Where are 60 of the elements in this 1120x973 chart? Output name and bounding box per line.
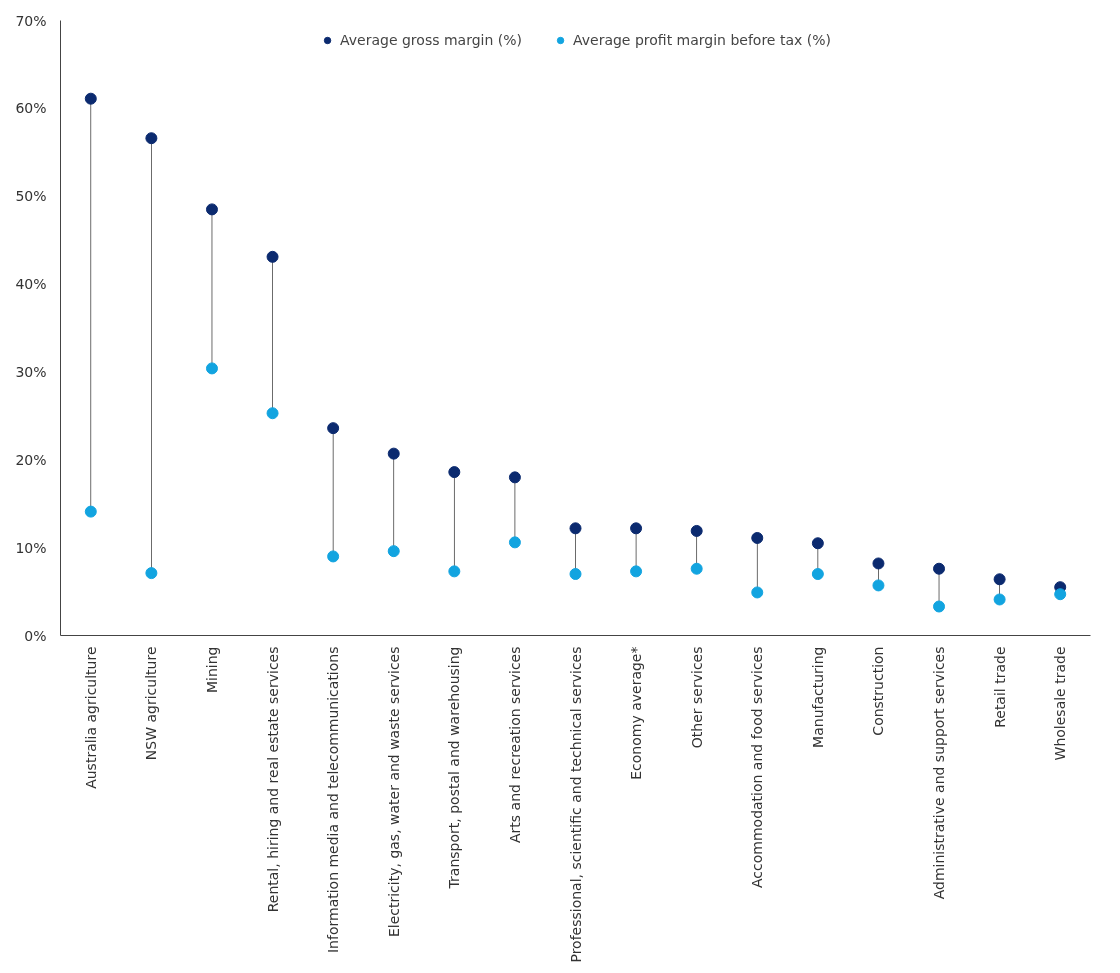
point [751, 531, 764, 544]
point [205, 203, 218, 216]
legend-label: Average profit margin before tax (%) [572, 32, 831, 48]
x-tick-label: Information media and telecommunications [325, 646, 342, 953]
x-tick-label: Economy average* [628, 646, 645, 780]
y-tick-label: 10% [15, 539, 47, 556]
x-tick-label: Electricity, gas, water and waste services [385, 646, 402, 938]
point [811, 537, 824, 550]
x-tick-label: Retail trade [991, 646, 1008, 728]
x-tick-label: Arts and recreation services [506, 646, 523, 843]
point [508, 536, 521, 549]
point [84, 505, 97, 518]
point [569, 522, 582, 535]
point [993, 593, 1006, 606]
point [872, 557, 885, 570]
y-tick-label: 70% [15, 12, 47, 29]
x-tick-label: Administrative and support services [931, 646, 948, 900]
x-tick-label: Accommodation and food services [749, 646, 766, 888]
point [933, 600, 946, 613]
point [448, 466, 461, 479]
x-tick-label: Transport, postal and warehousing [446, 646, 463, 890]
point [811, 568, 824, 580]
point [84, 92, 97, 105]
x-tick-label: Mining [203, 646, 220, 693]
x-tick-label: Manufacturing [809, 646, 826, 748]
y-tick-label: 20% [15, 451, 47, 468]
x-tick-label: Construction [870, 646, 887, 736]
point [266, 407, 279, 420]
point [630, 522, 643, 535]
point [145, 132, 158, 145]
y-tick-label: 30% [15, 363, 47, 380]
y-tick-label: 60% [15, 100, 47, 117]
point [569, 568, 582, 580]
point [933, 562, 946, 575]
x-tick-label: Australia agriculture [82, 646, 99, 789]
x-tick-label: NSW agriculture [143, 646, 160, 761]
point [1054, 588, 1067, 601]
point [751, 586, 764, 599]
y-tick-label: 40% [15, 276, 47, 293]
x-tick-label: Rental, hiring and real estate services [264, 646, 281, 913]
point [387, 447, 400, 460]
point [508, 471, 521, 484]
legend-label: Average gross margin (%) [340, 32, 522, 48]
x-tick-label: Professional, scientific and technical services [567, 646, 584, 963]
point [327, 550, 340, 563]
point [630, 565, 643, 578]
point [993, 573, 1006, 586]
point [448, 565, 461, 578]
point [145, 567, 158, 580]
x-tick-label: Other services [688, 646, 705, 749]
point [327, 422, 340, 435]
point [387, 545, 400, 558]
point [872, 579, 885, 592]
point [690, 524, 703, 537]
y-tick-label: 50% [15, 188, 47, 205]
point [266, 250, 279, 263]
y-tick-label: 0% [24, 627, 47, 644]
x-tick-label: Wholesale trade [1052, 646, 1069, 761]
point [205, 362, 218, 375]
point [690, 562, 703, 575]
